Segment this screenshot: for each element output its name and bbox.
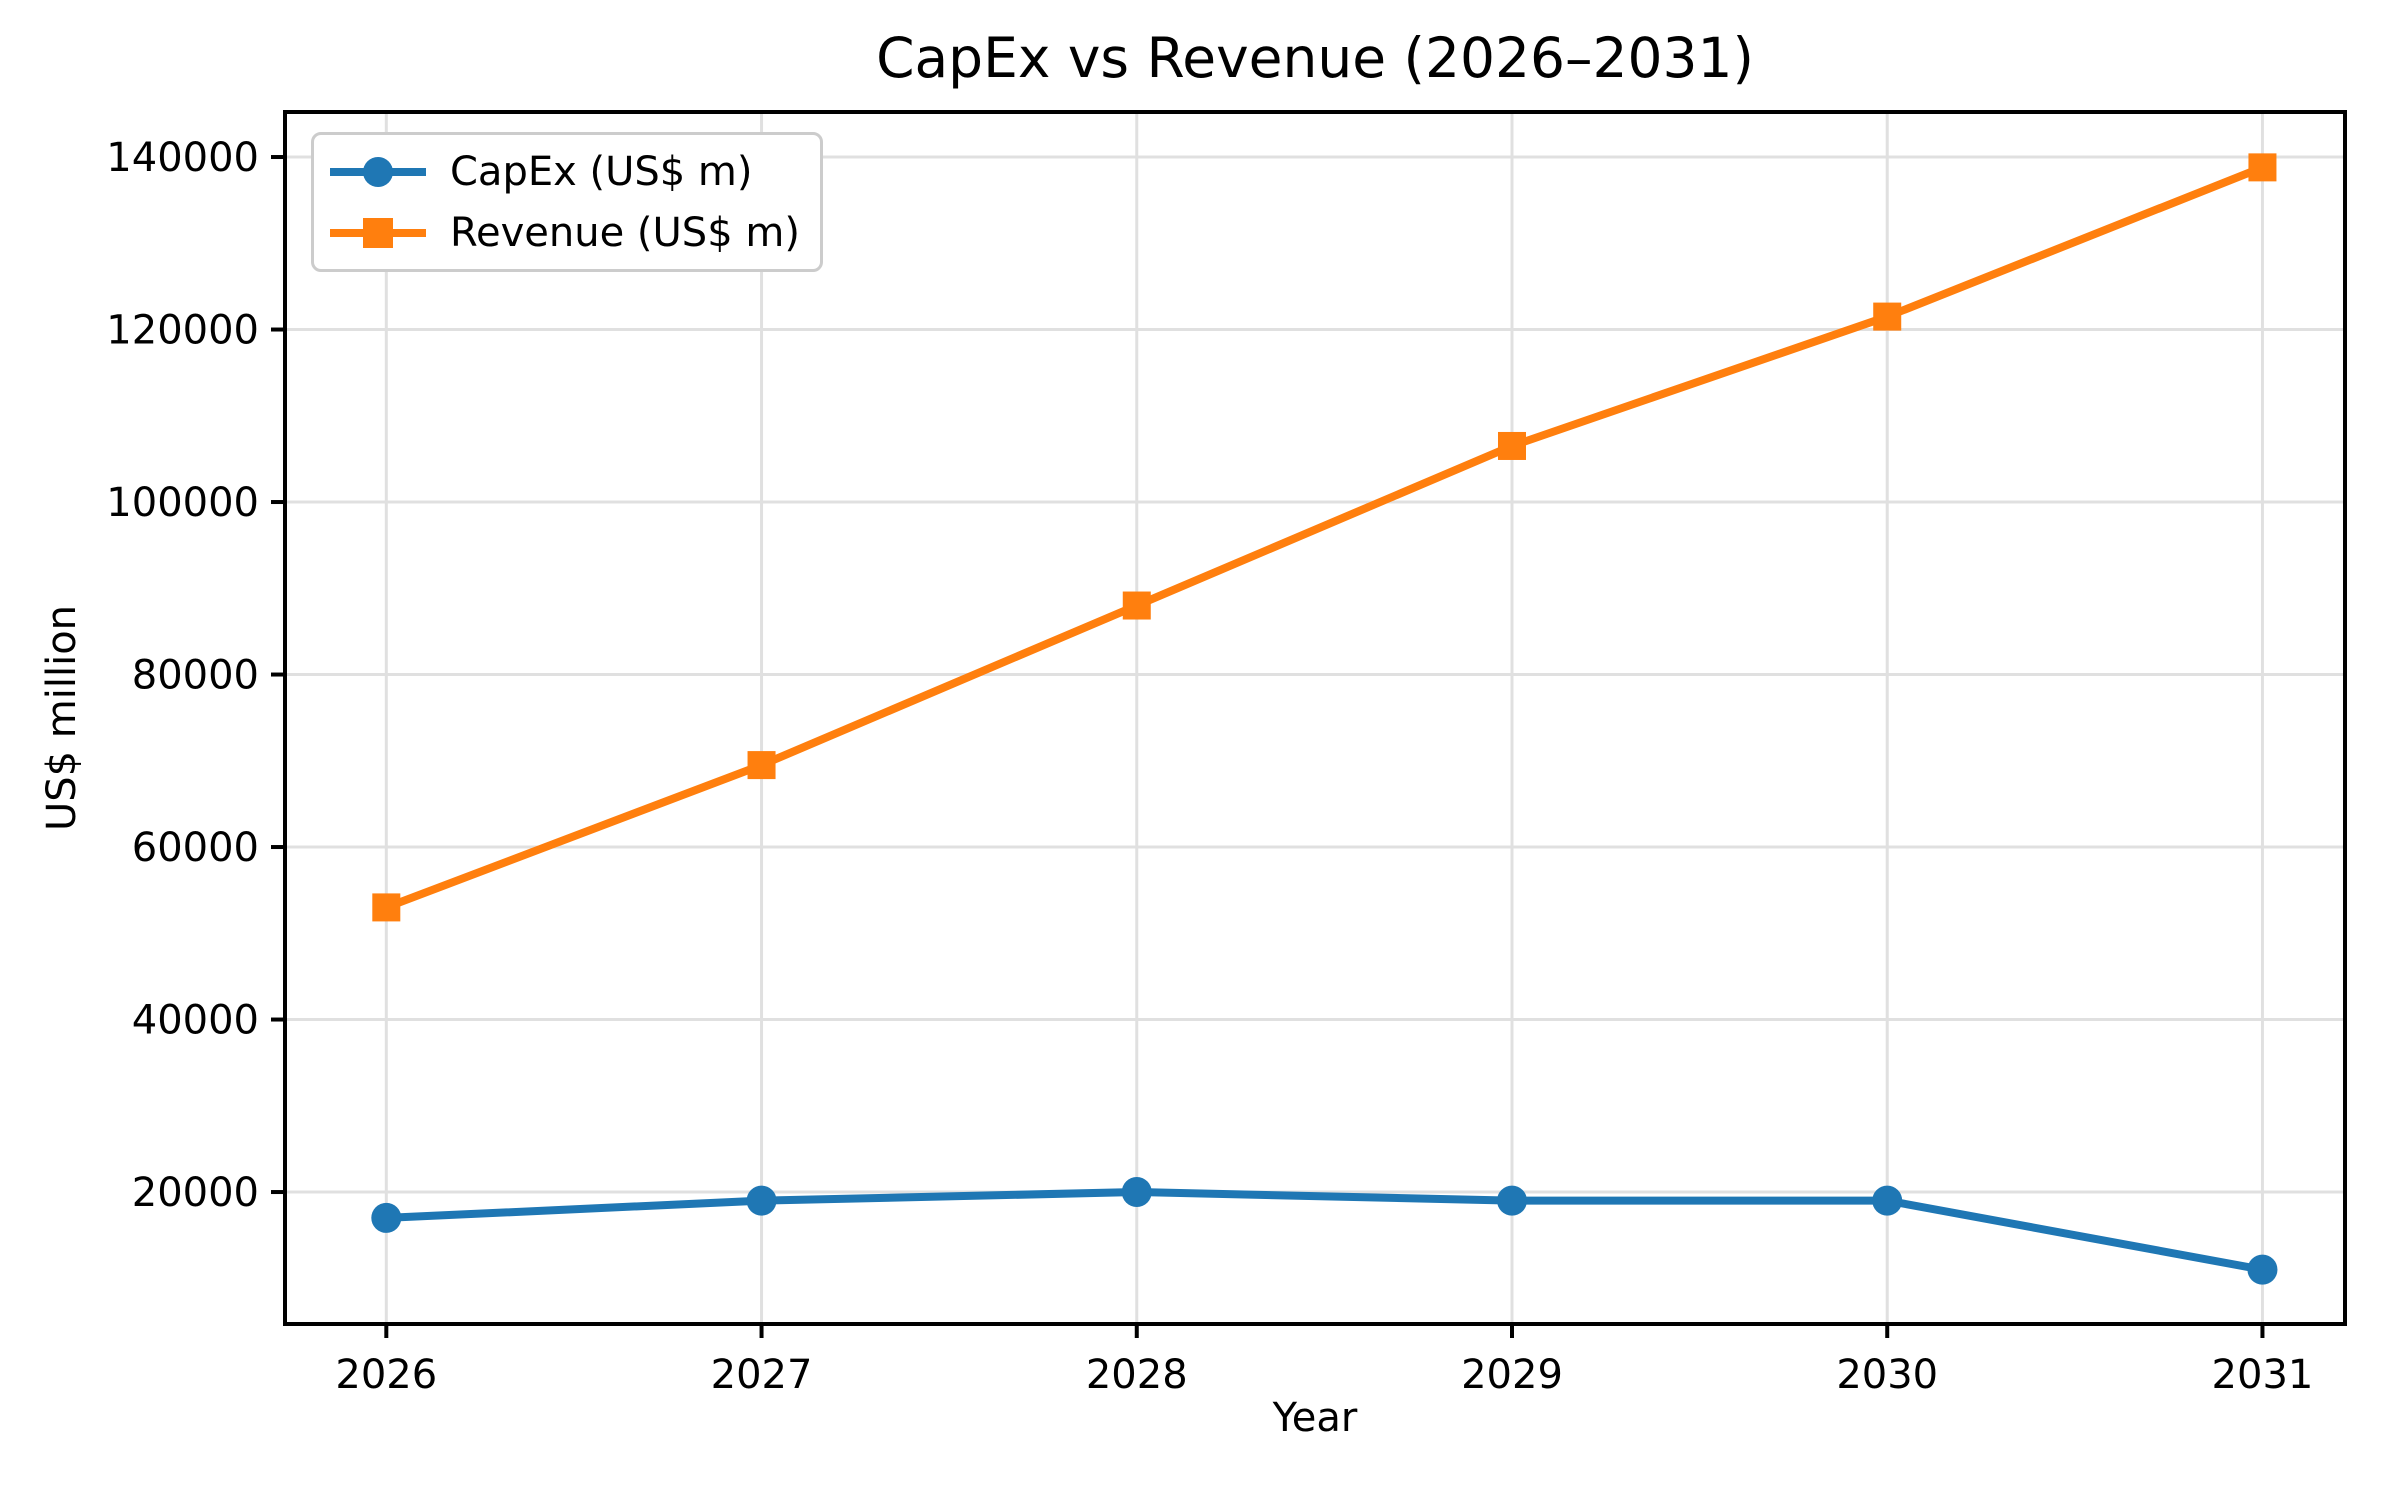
- x-axis-label: Year: [1272, 1395, 1358, 1441]
- y-tick-label: 60000: [132, 825, 259, 871]
- legend-square-marker-icon: [363, 217, 393, 248]
- data-point-square: [1122, 591, 1151, 620]
- data-point-circle: [1496, 1185, 1527, 1216]
- x-tick-label: 2030: [1836, 1352, 1938, 1398]
- x-tick-label: 2029: [1461, 1352, 1563, 1398]
- chart-title: CapEx vs Revenue (2026–2031): [876, 26, 1754, 90]
- y-tick-label: 100000: [106, 480, 259, 526]
- y-axis-label: US$ million: [39, 604, 85, 832]
- data-point-circle: [1121, 1177, 1152, 1208]
- data-point-square: [1497, 431, 1526, 460]
- legend-label-revenue: Revenue (US$ m): [450, 209, 800, 256]
- legend-circle-marker-icon: [363, 156, 393, 187]
- x-tick-label: 2031: [2212, 1352, 2314, 1398]
- plot-border: [283, 110, 2347, 1326]
- data-point-circle: [746, 1185, 777, 1216]
- y-tick-label: 20000: [132, 1170, 259, 1216]
- x-tick-label: 2028: [1086, 1352, 1188, 1398]
- y-tick-label: 40000: [132, 998, 259, 1044]
- data-point-circle: [2247, 1254, 2278, 1285]
- data-point-circle: [371, 1202, 402, 1233]
- series-line-1: [382, 163, 2267, 912]
- legend-sample-revenue: [330, 216, 426, 250]
- legend-item-revenue: Revenue (US$ m): [330, 203, 810, 263]
- data-point-circle: [1872, 1185, 1903, 1216]
- legend-item-capex: CapEx (US$ m): [330, 142, 810, 202]
- y-tick-label: 140000: [106, 135, 259, 181]
- data-point-square: [372, 893, 401, 922]
- x-tick-label: 2026: [335, 1352, 437, 1398]
- x-tick-label: 2027: [711, 1352, 813, 1398]
- legend-sample-capex: [330, 155, 426, 189]
- legend-label-capex: CapEx (US$ m): [450, 148, 753, 195]
- legend: CapEx (US$ m) Revenue (US$ m): [311, 132, 823, 272]
- data-point-square: [2248, 153, 2277, 182]
- y-tick-label: 120000: [106, 308, 259, 354]
- data-point-square: [747, 751, 776, 780]
- data-point-square: [1873, 302, 1902, 331]
- y-tick-label: 80000: [132, 653, 259, 699]
- series-line-0: [382, 1188, 2267, 1274]
